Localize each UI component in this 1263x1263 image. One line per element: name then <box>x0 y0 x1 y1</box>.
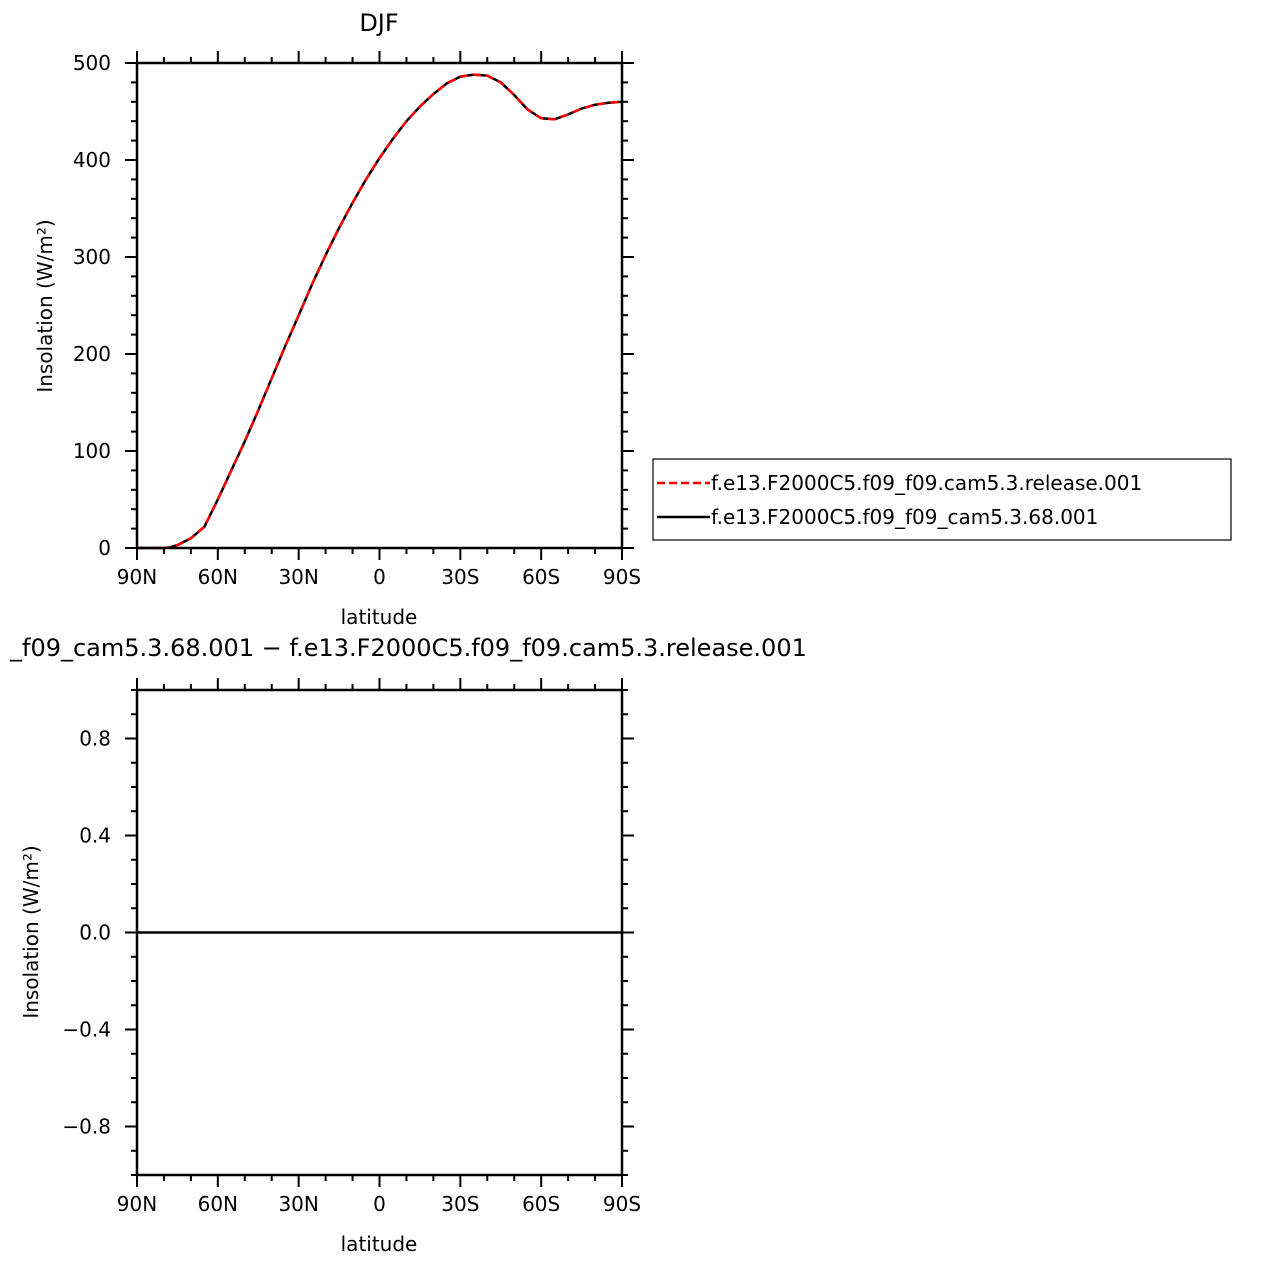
y-tick-label: −0.8 <box>62 1115 111 1139</box>
bottom-chart-x-tick-labels: 90N 60N 30N 0 30S 60S 90S <box>117 1192 641 1216</box>
bottom-chart-y-tick-labels: −0.8 −0.4 0.0 0.4 0.8 <box>62 727 111 1139</box>
x-tick-label: 0 <box>373 565 386 589</box>
x-tick-label: 30N <box>278 1192 318 1216</box>
x-tick-label: 30N <box>278 565 318 589</box>
legend-label-cam5368: f.e13.F2000C5.f09_f09_cam5.3.68.001 <box>711 505 1098 529</box>
legend-box <box>652 458 1232 541</box>
y-tick-label: 0.4 <box>79 824 111 848</box>
top-chart-series <box>137 73 623 550</box>
y-tick-label: 500 <box>73 51 111 75</box>
y-tick-label: 100 <box>73 439 111 463</box>
y-tick-label: −0.4 <box>62 1018 111 1042</box>
x-tick-label: 30S <box>441 1192 479 1216</box>
series-line-1 <box>137 73 623 550</box>
x-tick-label: 0 <box>373 1192 386 1216</box>
top-chart-legend: f.e13.F2000C5.f09_f09.cam5.3.release.001… <box>652 458 1232 541</box>
x-tick-label: 90S <box>603 565 641 589</box>
bottom-chart-y-axis-label: Insolation (W/m²) <box>19 845 43 1018</box>
x-tick-label: 60S <box>522 1192 560 1216</box>
top-chart-y-axis-label: Insolation (W/m²) <box>33 219 57 392</box>
y-tick-label: 0.0 <box>79 921 111 945</box>
bottom-chart-title: _f09_cam5.3.68.001 − f.e13.F2000C5.f09_f… <box>9 634 807 662</box>
bottom-chart-plot-frame <box>135 688 624 1177</box>
top-chart-title: DJF <box>359 9 398 37</box>
x-tick-label: 90N <box>117 565 157 589</box>
top-chart-panel: DJF 90N 60N 30N 0 30S 60S 90S 0 100 200 300 400 500… <box>33 9 1232 629</box>
x-tick-label: 60N <box>198 1192 238 1216</box>
bottom-chart-panel: _f09_cam5.3.68.001 − f.e13.F2000C5.f09_f… <box>9 634 807 1256</box>
series-line-0 <box>137 73 623 550</box>
top-chart-plot-frame <box>135 61 624 550</box>
y-tick-label: 200 <box>73 342 111 366</box>
top-chart-x-tick-labels: 90N 60N 30N 0 30S 60S 90S <box>117 565 641 589</box>
x-tick-label: 60S <box>522 565 560 589</box>
legend-label-release: f.e13.F2000C5.f09_f09.cam5.3.release.001 <box>711 471 1142 495</box>
x-tick-label: 90S <box>603 1192 641 1216</box>
x-tick-label: 90N <box>117 1192 157 1216</box>
top-chart-x-axis-label: latitude <box>341 605 418 629</box>
x-tick-label: 60N <box>198 565 238 589</box>
bottom-chart-x-axis-label: latitude <box>341 1232 418 1256</box>
y-tick-label: 300 <box>73 245 111 269</box>
y-tick-label: 0.8 <box>79 727 111 751</box>
top-chart-y-tick-labels: 0 100 200 300 400 500 <box>73 51 111 560</box>
x-tick-label: 30S <box>441 565 479 589</box>
y-tick-label: 400 <box>73 148 111 172</box>
y-tick-label: 0 <box>98 536 111 560</box>
top-chart-ticks <box>125 51 634 560</box>
